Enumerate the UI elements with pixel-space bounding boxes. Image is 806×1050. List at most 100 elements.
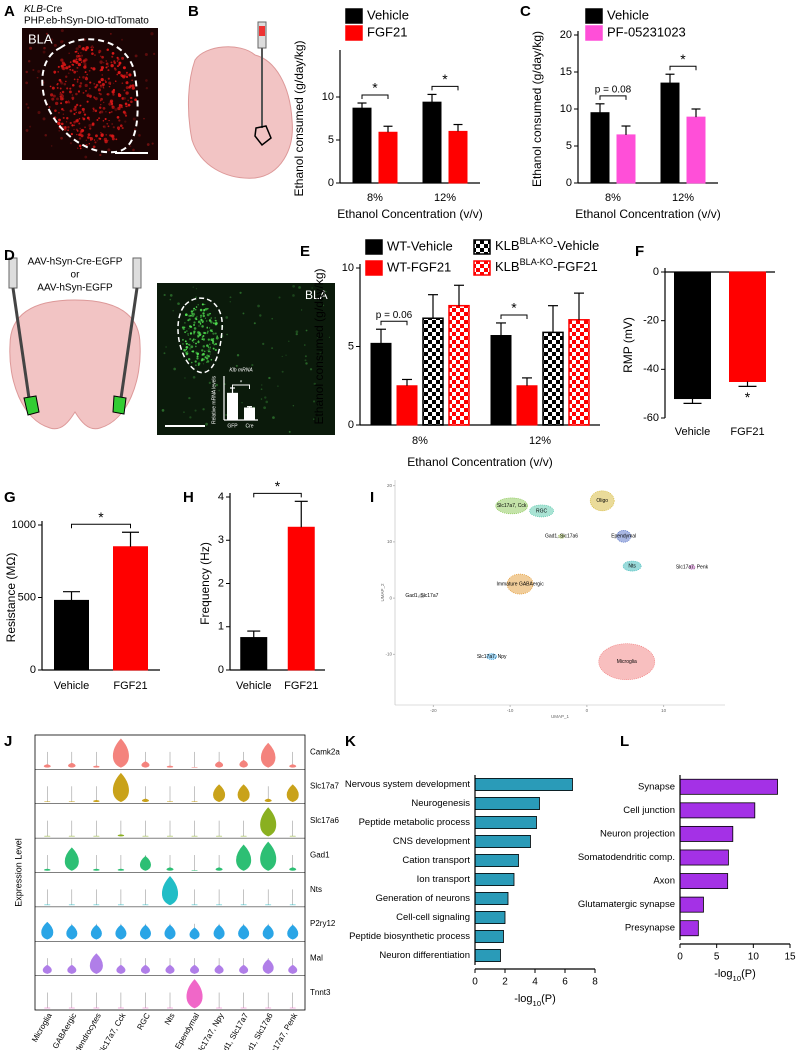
legend-swatch <box>365 260 383 276</box>
signal-dot <box>108 85 111 88</box>
bar <box>474 797 540 810</box>
cluster <box>616 529 631 543</box>
signal-dot <box>210 317 212 319</box>
signal-dot <box>103 87 105 89</box>
signal-dot <box>144 52 148 57</box>
signal-dot <box>73 70 77 74</box>
signal-dot <box>193 341 195 343</box>
x-axis-label: UMAP_1 <box>551 714 570 719</box>
signal-dot <box>32 68 35 71</box>
signal-dot <box>86 116 90 120</box>
violin <box>117 834 125 837</box>
signal-dot <box>62 66 66 71</box>
bar <box>474 854 519 867</box>
cluster-label: Immature GABAergic <box>496 581 544 587</box>
violin <box>237 784 250 803</box>
cluster <box>589 490 615 512</box>
bar <box>422 101 442 184</box>
signal-dot <box>189 331 193 335</box>
signal-dot <box>226 333 228 336</box>
bar <box>474 873 515 886</box>
signal-dot <box>84 126 86 129</box>
signal-dot <box>37 69 41 73</box>
signal-dot <box>295 332 298 336</box>
signal-dot <box>59 95 62 98</box>
signal-dot <box>92 67 96 71</box>
signal-dot <box>90 67 92 69</box>
y-tick-label: -40 <box>643 363 659 375</box>
signal-dot <box>124 114 128 117</box>
signal-dot <box>202 314 206 318</box>
signal-dot <box>229 301 232 303</box>
signal-dot <box>66 116 69 120</box>
signal-dot <box>43 46 46 50</box>
signal-dot <box>65 100 68 104</box>
bar <box>729 271 766 382</box>
signal-dot <box>61 108 64 111</box>
signal-dot <box>131 79 134 82</box>
signal-dot <box>146 143 150 146</box>
signal-dot <box>63 109 65 112</box>
signal-dot <box>104 117 107 121</box>
significance-label: * <box>511 300 517 316</box>
signal-dot <box>100 68 104 71</box>
gene-label: Tnnt3 <box>310 988 331 997</box>
signal-dot <box>105 62 109 66</box>
cluster-label: Slc17a7, Penk <box>676 565 709 571</box>
significance-label: * <box>98 509 104 525</box>
significance-label: p = 0.08 <box>595 84 632 95</box>
target-outline <box>254 125 272 147</box>
x-tick-label: Vehicle <box>236 680 271 692</box>
violin <box>116 964 126 974</box>
signal-dot <box>213 343 216 346</box>
signal-dot <box>84 83 88 88</box>
signal-dot <box>117 93 121 96</box>
bar <box>679 802 756 819</box>
brain-schematic <box>9 299 141 430</box>
signal-dot <box>143 117 145 120</box>
signal-dot <box>225 316 229 319</box>
signal-dot <box>197 364 200 366</box>
signal-dot <box>324 290 327 293</box>
signal-dot <box>212 332 215 335</box>
signal-dot <box>212 347 215 350</box>
signal-dot <box>94 86 97 89</box>
violin <box>190 964 200 974</box>
y-tick-label: Cell junction <box>623 805 675 816</box>
y-tick-label: Neuron projection <box>600 828 675 839</box>
signal-dot <box>225 413 228 417</box>
signal-dot <box>103 125 107 129</box>
syringe-fill <box>259 26 265 36</box>
signal-dot <box>59 93 62 96</box>
signal-dot <box>194 360 197 363</box>
signal-dot <box>259 314 262 317</box>
signal-dot <box>191 350 193 353</box>
signal-dot <box>245 425 248 428</box>
y-tick-label: Cell-cell signaling <box>396 912 470 923</box>
signal-dot <box>197 362 201 365</box>
signal-dot <box>322 304 325 307</box>
violin <box>161 876 179 906</box>
signal-dot <box>68 90 72 94</box>
signal-dot <box>75 111 77 114</box>
signal-dot <box>262 342 265 345</box>
x-tick-label: Cre <box>245 423 253 429</box>
bar <box>660 82 680 184</box>
bar <box>474 930 504 943</box>
x-tick-label: 12% <box>434 192 456 204</box>
signal-dot <box>260 388 263 391</box>
signal-dot <box>196 316 198 318</box>
x-tick-label: 6 <box>562 977 568 988</box>
signal-dot <box>197 320 201 324</box>
signal-dot <box>163 293 166 297</box>
signal-dot <box>108 111 111 114</box>
panel-label: B <box>188 3 199 20</box>
signal-dot <box>99 60 103 64</box>
region-outline <box>41 38 139 154</box>
signal-dot <box>188 396 191 400</box>
signal-dot <box>204 303 206 306</box>
signal-dot <box>216 335 218 337</box>
signal-dot <box>127 103 131 107</box>
signal-dot <box>188 328 190 330</box>
signal-dot <box>197 334 200 338</box>
